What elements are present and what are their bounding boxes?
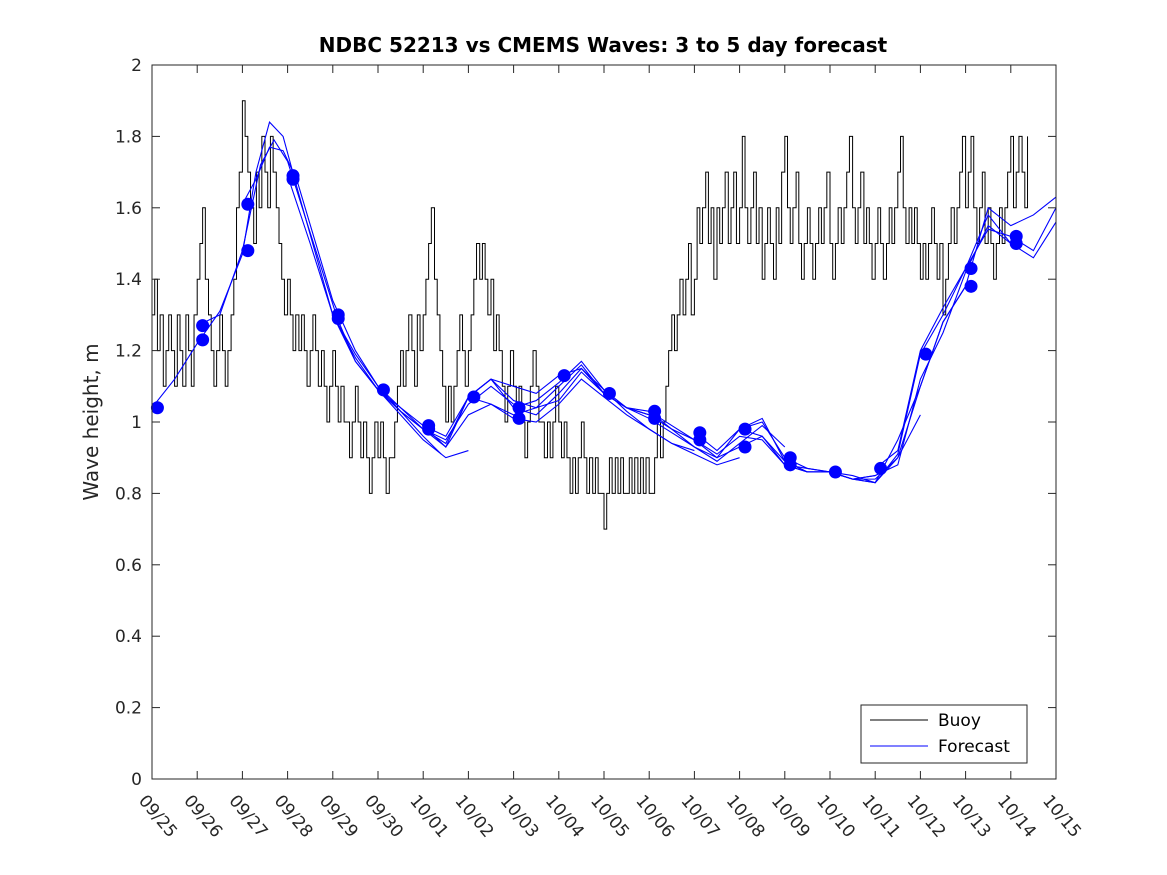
y-axis: 0 0.2 0.4 0.6 0.8 1 1.2 1.4 1.6 1.8 2: [115, 56, 1056, 790]
y-tick-label: 0.2: [115, 699, 142, 719]
forecast-marker: [512, 401, 526, 415]
forecast-marker: [1009, 237, 1023, 250]
forecast-marker: [919, 347, 933, 361]
forecast-marker: [783, 458, 797, 472]
forecast-marker: [286, 172, 300, 186]
forecast-marker: [241, 244, 255, 258]
forecast-marker: [150, 401, 164, 415]
y-tick-label: 2: [131, 56, 142, 76]
forecast-marker: [512, 411, 526, 425]
forecast-marker: [331, 311, 345, 325]
forecast-marker: [602, 386, 616, 400]
forecast-marker: [964, 261, 978, 275]
forecast-marker: [828, 465, 842, 479]
y-tick-label: 1.2: [115, 342, 142, 362]
y-tick-label: 0.8: [115, 484, 142, 504]
forecast-marker: [738, 422, 752, 436]
forecast-marker: [738, 440, 752, 454]
forecast-line: [196, 138, 469, 459]
y-axis-label: Wave height, m: [79, 343, 103, 500]
chart-title: NDBC 52213 vs CMEMS Waves: 3 to 5 day fo…: [319, 33, 888, 57]
legend-box: [860, 704, 1028, 764]
legend-forecast-label: Forecast: [938, 737, 1010, 757]
legend: Buoy Forecast: [860, 704, 1028, 764]
forecast-marker: [874, 461, 888, 475]
forecast-line: [241, 146, 514, 441]
y-tick-label: 1.4: [115, 270, 142, 290]
y-tick-label: 1.8: [115, 127, 142, 147]
y-tick-label: 0: [131, 770, 142, 790]
forecast-marker: [241, 197, 255, 211]
forecast-markers: [150, 169, 1023, 479]
forecast-marker: [196, 319, 210, 333]
y-tick-label: 1.6: [115, 199, 142, 219]
forecast-marker: [422, 422, 436, 436]
forecast-marker: [196, 333, 210, 347]
forecast-marker: [557, 369, 571, 383]
forecast-marker: [648, 411, 662, 425]
forecast-marker: [693, 433, 707, 447]
forecast-marker: [964, 279, 978, 293]
y-tick-label: 1: [131, 413, 142, 433]
buoy-line: [152, 100, 1029, 530]
y-tick-label: 0.6: [115, 556, 142, 576]
legend-buoy-label: Buoy: [938, 711, 981, 731]
forecast-marker: [467, 390, 481, 404]
forecast-line: [829, 196, 1057, 484]
forecast-marker: [376, 383, 390, 397]
y-tick-label: 0.4: [115, 627, 142, 647]
buoy-series: [152, 100, 1029, 530]
